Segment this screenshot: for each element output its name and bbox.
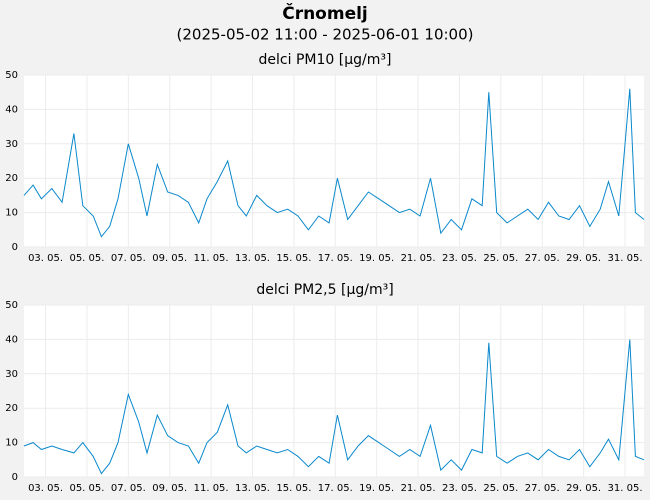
x-tick-label: 27. 05. [525,253,560,264]
chart-subtitle: (2025-05-02 11:00 - 2025-06-01 10:00) [177,26,474,44]
x-tick-label: 15. 05. [276,483,311,494]
x-tick-label: 17. 05. [318,253,353,264]
panel-title: delci PM2,5 [µg/m³] [256,282,393,298]
plot-area [24,305,644,477]
x-tick-label: 17. 05. [318,483,353,494]
x-tick-label: 07. 05. [111,483,146,494]
x-tick-label: 07. 05. [111,253,146,264]
y-tick-label: 0 [12,242,18,253]
y-tick-label: 40 [5,334,18,345]
x-tick-label: 21. 05. [401,253,436,264]
x-tick-label: 05. 05. [69,253,104,264]
data-line [23,339,645,475]
y-tick-label: 20 [5,173,18,184]
y-tick-label: 30 [5,139,18,150]
panel-title: delci PM10 [µg/m³] [259,52,392,68]
x-tick-label: 11. 05. [194,483,229,494]
x-tick-label: 13. 05. [235,253,270,264]
data-line [23,88,645,238]
x-tick-label: 31. 05. [608,253,643,264]
x-tick-label: 15. 05. [276,253,311,264]
x-tick-label: 29. 05. [566,253,601,264]
chart-title: Črnomelj [282,2,368,24]
x-tick-label: 29. 05. [566,483,601,494]
x-tick-label: 27. 05. [525,483,560,494]
x-tick-label: 31. 05. [608,483,643,494]
x-tick-label: 13. 05. [235,483,270,494]
x-tick-label: 03. 05. [28,483,63,494]
x-tick-label: 19. 05. [359,483,394,494]
y-tick-label: 30 [5,369,18,380]
x-tick-label: 25. 05. [483,253,518,264]
y-tick-label: 10 [5,438,18,449]
y-tick-label: 20 [5,403,18,414]
y-tick-label: 10 [5,208,18,219]
y-tick-label: 50 [5,300,18,311]
y-tick-label: 50 [5,70,18,81]
x-tick-label: 23. 05. [442,483,477,494]
x-tick-label: 11. 05. [194,253,229,264]
x-tick-label: 25. 05. [483,483,518,494]
x-tick-label: 21. 05. [401,483,436,494]
x-tick-label: 05. 05. [69,483,104,494]
x-tick-label: 19. 05. [359,253,394,264]
x-tick-label: 09. 05. [152,253,187,264]
y-tick-label: 40 [5,104,18,115]
x-tick-label: 09. 05. [152,483,187,494]
x-tick-label: 23. 05. [442,253,477,264]
x-tick-label: 03. 05. [28,253,63,264]
plot-area [24,75,644,247]
y-tick-label: 0 [12,472,18,483]
